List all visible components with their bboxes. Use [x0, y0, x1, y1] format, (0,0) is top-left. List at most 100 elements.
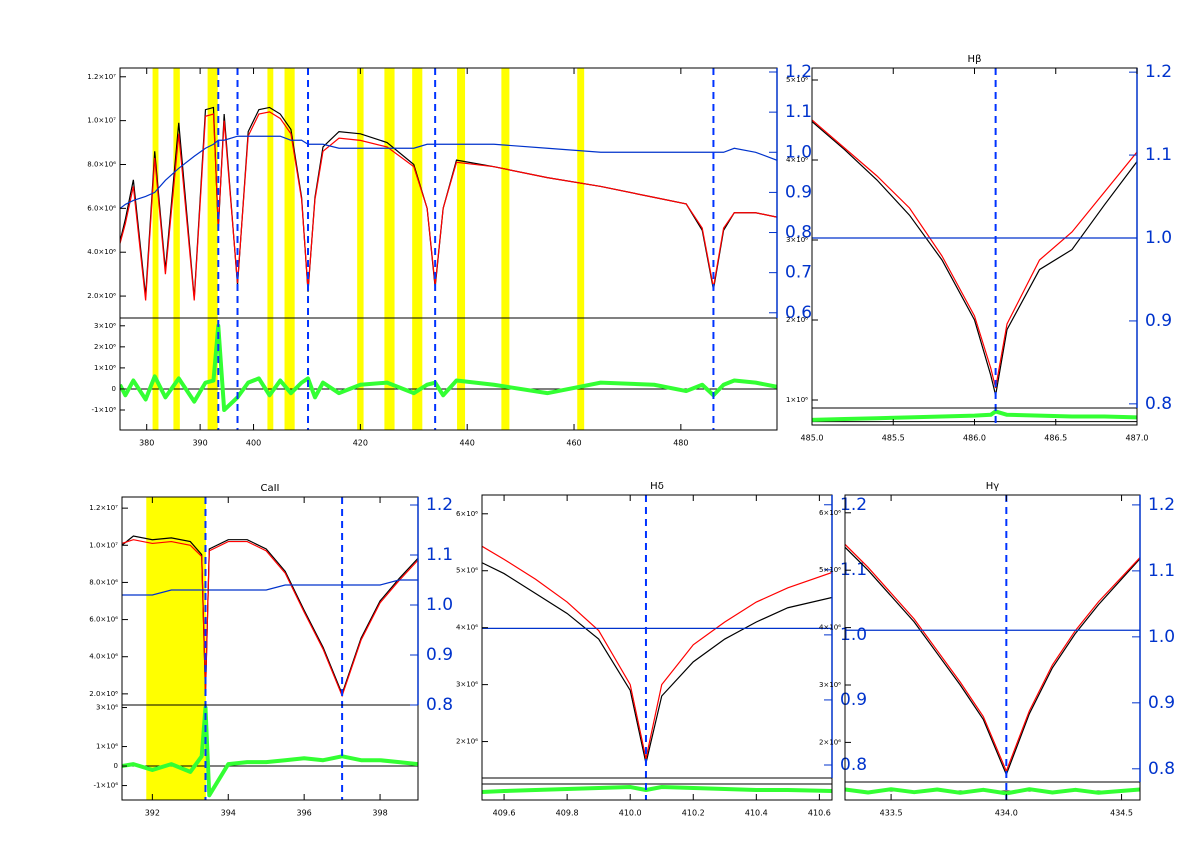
plot-area	[812, 119, 1137, 396]
y-tick-label: 2×10⁶	[819, 738, 841, 746]
spectrum-line	[482, 545, 832, 759]
x-tick-label: 485.5	[882, 434, 905, 443]
residual-tick-label: 3×10⁶	[94, 322, 116, 330]
y-tick-label: 4.0×10⁶	[87, 248, 116, 256]
x-tick-label: 409.8	[556, 809, 579, 818]
x-tick-label: 440	[460, 439, 475, 448]
excluded-band	[284, 68, 295, 318]
spectrum-line	[812, 121, 1137, 396]
x-tick-label: 486.5	[1044, 434, 1067, 443]
y2-tick-label: 0.8	[785, 223, 812, 243]
y2-tick-label: 0.8	[1145, 394, 1172, 414]
residual-tick-label: 1×10⁶	[96, 743, 118, 751]
spectrum-line	[812, 119, 1137, 389]
x-tick-label: 394	[221, 809, 236, 818]
panel-title: Hγ	[986, 481, 1000, 492]
x-tick-label: 410.2	[682, 809, 705, 818]
residual-tick-label: 1×10⁶	[94, 364, 116, 372]
x-tick-label: 392	[145, 809, 160, 818]
y2-tick-label: 0.8	[426, 695, 453, 715]
residual-area	[122, 705, 418, 800]
y-tick-label: 4×10⁶	[819, 624, 841, 632]
x-tick-label: 390	[192, 439, 207, 448]
y-tick-label: 8.0×10⁶	[87, 160, 116, 168]
y2-tick-label: 1.1	[1148, 561, 1175, 581]
y2-tick-label: 0.9	[426, 645, 453, 665]
excluded-band	[457, 68, 466, 318]
residual-tick-label: -1×10⁶	[91, 406, 116, 414]
excluded-band	[384, 68, 395, 318]
residual-frame	[481, 777, 833, 801]
x-tick-label: 398	[372, 809, 387, 818]
ratio-line	[122, 579, 418, 596]
residual-line	[122, 705, 418, 798]
excluded-band	[357, 68, 364, 318]
y-tick-label: 4×10⁶	[786, 156, 808, 164]
x-tick-label: 380	[139, 439, 154, 448]
y-tick-label: 4.0×10⁶	[89, 653, 118, 661]
y2-tick-label: 0.7	[785, 263, 812, 283]
y2-tick-label: 0.9	[785, 182, 812, 202]
y-tick-label: 3×10⁶	[786, 236, 808, 244]
residual-frame	[844, 781, 1141, 801]
y-tick-label: 6.0×10⁶	[87, 204, 116, 212]
residual-tick-label: 0	[112, 385, 116, 393]
residual-frame	[121, 704, 419, 801]
y2-tick-label: 1.2	[426, 495, 453, 515]
excluded-band	[267, 68, 274, 318]
y2-tick-label: 1.1	[426, 545, 453, 565]
y-tick-label: 2.0×10⁶	[89, 690, 118, 698]
x-tick-label: 410.6	[808, 809, 831, 818]
y2-tick-label: 1.2	[1145, 62, 1172, 82]
x-tick-label: 400	[246, 439, 261, 448]
residual-tick-label: 3×10⁶	[96, 704, 118, 712]
y-tick-label: 3×10⁶	[819, 681, 841, 689]
x-tick-label: 420	[353, 439, 368, 448]
y-tick-label: 2×10⁶	[456, 738, 478, 746]
y-tick-label: 6×10⁶	[456, 510, 478, 518]
x-tick-label: 410.4	[745, 809, 768, 818]
y-tick-label: 2.0×10⁶	[87, 292, 116, 300]
excluded-band	[267, 318, 274, 430]
y2-tick-label: 1.0	[785, 142, 812, 162]
y-tick-label: 4×10⁶	[456, 624, 478, 632]
y2-tick-label: 1.1	[1145, 145, 1172, 165]
residual-tick-label: -1×10⁶	[93, 782, 118, 790]
y-tick-label: 5×10⁶	[819, 566, 841, 574]
excluded-band	[357, 318, 364, 430]
spectrum-line	[120, 111, 777, 301]
x-tick-label: 434.5	[1110, 809, 1133, 818]
residual-line	[812, 409, 1137, 422]
residual-line	[845, 787, 1140, 796]
x-tick-label: 434.0	[995, 809, 1018, 818]
y2-tick-label: 0.9	[1145, 311, 1172, 331]
spectrum-line	[122, 539, 418, 698]
spectrum-line	[122, 535, 418, 696]
excluded-band	[412, 68, 423, 318]
excluded-band	[146, 705, 206, 800]
plot-area	[120, 68, 777, 318]
spectrum-line	[845, 546, 1140, 777]
panel-title: CaII	[260, 483, 279, 494]
x-tick-label: 409.6	[493, 809, 516, 818]
residual-area	[845, 787, 1140, 796]
panel-title: Hδ	[650, 481, 664, 492]
excluded-band	[577, 68, 585, 318]
y-tick-label: 5×10⁶	[456, 567, 478, 575]
y2-tick-label: 1.0	[1145, 228, 1172, 248]
x-tick-label: 433.5	[880, 809, 903, 818]
excluded-band	[152, 318, 159, 430]
y-tick-label: 1.0×10⁷	[89, 541, 118, 549]
y-tick-label: 6.0×10⁶	[89, 616, 118, 624]
panel-title: Hβ	[968, 54, 982, 65]
y2-tick-label: 1.1	[840, 560, 867, 580]
y-tick-label: 1.0×10⁷	[87, 117, 116, 125]
excluded-band	[412, 318, 423, 430]
excluded-band	[501, 318, 510, 430]
residual-line	[120, 323, 777, 412]
x-tick-label: 485.0	[801, 434, 824, 443]
residual-area	[120, 318, 777, 430]
plot-area	[845, 543, 1140, 777]
excluded-band	[173, 68, 180, 318]
